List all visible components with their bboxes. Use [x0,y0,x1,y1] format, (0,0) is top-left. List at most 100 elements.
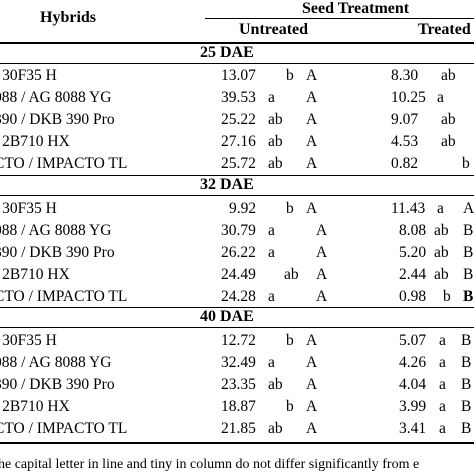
untreated-value: 25.72 [221,155,256,172]
footnote: he capital letter in line and tiny in co… [0,457,420,472]
treated-value: 2.44 [399,266,427,283]
hybrid-name: / 30F35 H [0,67,57,84]
section-title: 40 DAE [200,308,254,325]
untreated-value: 13.07 [221,67,256,84]
untreated-capital-letter: A [306,420,318,437]
treated-lowercase-letter: ab [441,67,456,84]
treated-value: 8.30 [391,67,419,84]
untreated-value: 27.16 [221,133,256,150]
treated-lowercase-letter: a [439,420,446,437]
untreated-value: 24.28 [221,288,256,305]
untreated-capital-letter: A [316,222,328,239]
treated-value: 5.07 [399,332,427,349]
treated-capital-letter: A [463,200,474,217]
untreated-capital-letter: A [306,332,318,349]
hybrid-name: / 2B710 HX [0,133,70,150]
treated-lowercase-letter: ab [434,222,449,239]
untreated-lowercase-letter: ab [268,155,283,172]
hybrid-name: 088 / AG 8088 YG [0,89,112,106]
untreated-lowercase-letter: ab [268,420,283,437]
untreated-lowercase-letter: ab [268,111,283,128]
treated-lowercase-letter: ab [434,244,449,261]
treated-capital-letter: B [461,376,472,393]
untreated-value: 39.53 [221,89,256,106]
hybrid-name: CTO / IMPACTO TL [0,288,128,305]
hybrid-name: / 2B710 HX [0,398,70,415]
untreated-capital-letter: A [306,89,318,106]
treated-value: 5.20 [399,244,427,261]
untreated-lowercase-letter: a [268,222,275,239]
untreated-capital-letter: A [306,376,318,393]
untreated-lowercase-letter: a [268,288,275,305]
untreated-value: 12.72 [221,332,256,349]
treated-value: 3.99 [399,398,427,415]
hybrid-name: 390 / DKB 390 Pro [0,244,115,261]
hybrids-header: Hybrids [40,9,97,26]
treated-lowercase-letter: a [439,398,446,415]
seed-treatment-header: Seed Treatment [302,0,410,17]
treated-value: 10.25 [391,89,426,106]
treated-capital-letter: B [463,222,474,239]
untreated-lowercase-letter: ab [268,376,283,393]
treated-value: 3.41 [399,420,427,437]
section-title: 32 DAE [200,176,254,193]
treated-lowercase-letter: ab [441,133,456,150]
untreated-capital-letter: A [306,67,318,84]
bottom-rule [0,442,474,444]
untreated-value: 25.22 [221,111,256,128]
untreated-value: 30.79 [221,222,256,239]
untreated-capital-letter: A [316,288,328,305]
hybrid-name: 390 / DKB 390 Pro [0,111,115,128]
treated-header: Treated [418,21,471,38]
untreated-capital-letter: A [306,398,318,415]
treated-value: 4.04 [399,376,427,393]
treated-capital-letter: B [461,354,472,371]
header-rule [0,42,474,44]
treated-value: 11.43 [391,200,426,217]
untreated-capital-letter: A [306,354,318,371]
untreated-capital-letter: A [306,133,318,150]
untreated-capital-letter: A [306,155,318,172]
untreated-capital-letter: A [316,244,328,261]
treated-lowercase-letter: a [437,89,444,106]
untreated-lowercase-letter: ab [284,266,299,283]
untreated-value: 26.22 [221,244,256,261]
untreated-value: 23.35 [221,376,256,393]
treated-lowercase-letter: a [439,332,446,349]
section-rule [0,307,474,308]
untreated-value: 9.92 [229,200,257,217]
hybrid-name: / 2B710 HX [0,266,70,283]
section-rule [0,327,474,328]
untreated-lowercase-letter: b [286,398,294,415]
treated-capital-letter: B [463,266,474,283]
untreated-lowercase-letter: a [268,89,275,106]
untreated-value: 32.49 [221,354,256,371]
treated-lowercase-letter: a [437,200,444,217]
treated-lowercase-letter: ab [441,111,456,128]
treated-value: 0.98 [399,288,427,305]
untreated-lowercase-letter: b [286,67,294,84]
treated-lowercase-letter: ab [434,266,449,283]
section-rule [0,63,474,64]
untreated-capital-letter: A [306,111,318,128]
treated-lowercase-letter: a [439,354,446,371]
untreated-value: 24.49 [221,266,256,283]
section-rule [0,175,474,176]
untreated-lowercase-letter: b [286,200,294,217]
treated-value: 4.26 [399,354,427,371]
untreated-lowercase-letter: a [268,244,275,261]
treated-value: 4.53 [391,133,419,150]
hybrid-name: 390 / DKB 390 Pro [0,376,115,393]
treated-capital-letter: B [461,332,472,349]
hybrid-name: CTO / IMPACTO TL [0,155,128,172]
untreated-capital-letter: A [316,266,328,283]
treated-capital-letter: B [463,288,474,305]
untreated-value: 21.85 [221,420,256,437]
untreated-lowercase-letter: a [268,354,275,371]
treated-capital-letter: B [461,420,472,437]
untreated-header: Untreated [239,21,309,38]
untreated-value: 18.87 [221,398,256,415]
hybrid-name: 088 / AG 8088 YG [0,354,112,371]
treated-capital-letter: B [461,398,472,415]
